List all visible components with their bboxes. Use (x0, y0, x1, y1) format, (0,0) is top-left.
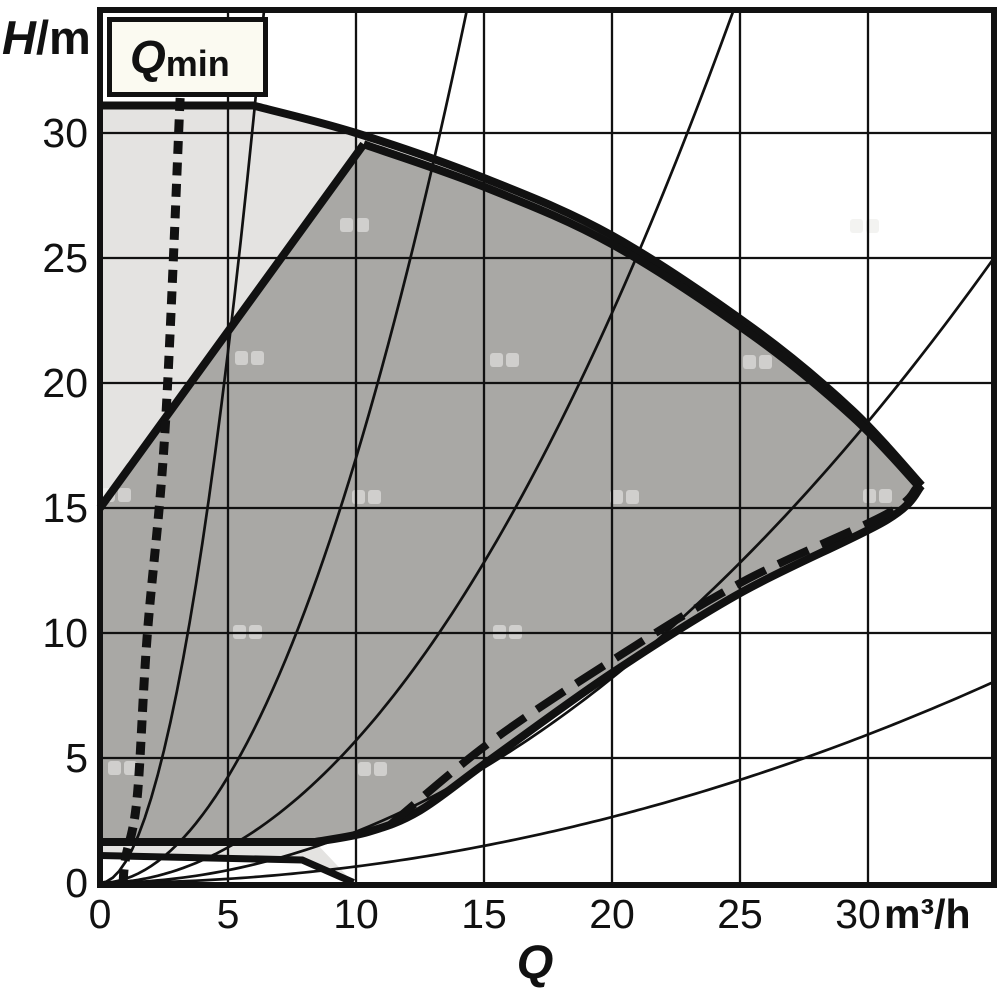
y-tick-label: 15 (42, 485, 88, 531)
x-tick-label: 10 (333, 891, 379, 937)
qmin-label-main: Q (130, 31, 166, 83)
watermark-icon (374, 762, 387, 776)
watermark-icon (611, 220, 624, 234)
watermark-icon (251, 351, 264, 365)
watermark-icon (340, 218, 353, 232)
max-curve-boundary (100, 101, 925, 489)
system-curve (103, 681, 991, 882)
y-tick-label: 25 (42, 235, 88, 281)
inner-operating-range-area (100, 144, 922, 842)
watermark-icon (626, 490, 639, 504)
watermark-icon (879, 489, 892, 503)
watermark-icon (866, 219, 879, 233)
watermark-icon (368, 490, 381, 504)
y-axis-unit: /m (35, 11, 91, 64)
min-speed-curve (99, 852, 355, 886)
x-axis-quantity-label: Q (516, 935, 554, 988)
inner-top-curve-boundary (362, 140, 923, 490)
y-tick-label: 20 (42, 360, 88, 406)
watermark-icon (743, 355, 756, 369)
watermark-icon (108, 761, 121, 775)
qmin-label-subscript: min (165, 43, 230, 84)
x-tick-label: 0 (88, 891, 112, 937)
x-tick-label: 5 (216, 891, 240, 937)
y-tick-label: 10 (42, 610, 88, 656)
qmin-dashed-line (118, 97, 185, 884)
plot-inner-layer (103, 13, 991, 882)
watermark-icon (506, 353, 519, 367)
left-diagonal-boundary (96, 141, 367, 511)
y-tick-label: 5 (65, 735, 88, 781)
watermark-icon (356, 218, 369, 232)
qmin-label-box: Q min (107, 17, 268, 97)
watermark-icon (850, 219, 863, 233)
y-axis-quantity: H (2, 11, 36, 64)
watermark-icon (352, 490, 365, 504)
x-tick-label: 25 (717, 891, 763, 937)
watermark-icon (490, 353, 503, 367)
lower-power-limit-boundary (100, 482, 925, 846)
watermark-icon (358, 762, 371, 776)
plot-border (97, 7, 997, 888)
x-axis-unit-label: m³/h (884, 891, 971, 937)
x-tick-label: 20 (589, 891, 635, 937)
watermark-icon (118, 488, 131, 502)
y-tick-label: 30 (42, 110, 88, 156)
watermark-icon (124, 761, 137, 775)
x-tick-label: 30 (835, 891, 881, 937)
y-tick-label: 0 (65, 860, 88, 906)
watermark-icon (863, 489, 876, 503)
system-curve (103, 259, 991, 882)
watermark-icon (759, 355, 772, 369)
watermark-icon (235, 351, 248, 365)
lower-limit-dashed-line (386, 484, 920, 829)
y-axis-label: H/m (2, 10, 91, 65)
x-tick-label: 15 (461, 891, 507, 937)
watermark-icon (610, 490, 623, 504)
